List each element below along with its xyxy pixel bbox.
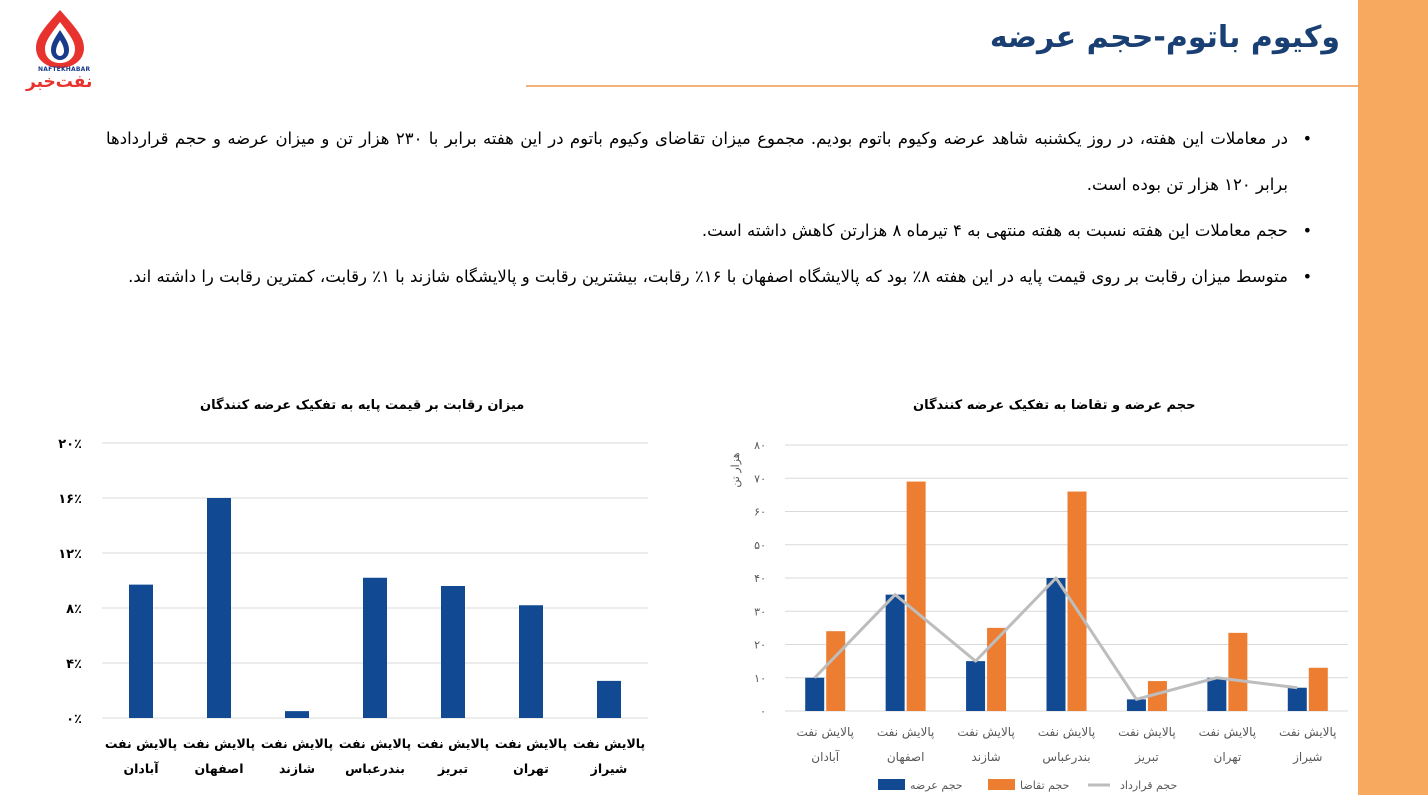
- y-tick-label: ۵۰: [754, 539, 766, 552]
- supply-bar: [1046, 578, 1066, 711]
- bullet-item: متوسط میزان رقابت بر روی قیمت پایه در ای…: [106, 254, 1316, 300]
- y-tick-label: ۸۰: [754, 439, 766, 452]
- legend-label: حجم تقاضا: [1020, 779, 1069, 792]
- demand-bar: [906, 481, 926, 711]
- demand-bar: [1147, 681, 1167, 711]
- supply-bar: [805, 677, 825, 711]
- legend-label: حجم قرارداد: [1120, 779, 1177, 792]
- contract-volume-line: [813, 576, 1298, 701]
- demand-bar: [1308, 667, 1328, 711]
- y-tick-label: ۸٪: [66, 602, 82, 617]
- x-tick-label: تهران: [513, 761, 549, 776]
- y-tick-label: ۱۲٪: [58, 547, 82, 562]
- x-tick-label: اصفهان: [887, 750, 925, 764]
- y-axis-label: هزار تن: [729, 452, 742, 487]
- legend-label: حجم عرضه: [910, 779, 963, 792]
- supply-demand-chart: ۰ ۱۰ ۲۰ ۳۰ ۴۰ ۵۰ ۶۰ ۷۰ ۸۰ هزار تن پالایش نفت آبادان…: [729, 439, 1348, 792]
- x-tick-label: اصفهان: [195, 761, 244, 776]
- x-tick-label: پالایش نفت: [796, 725, 854, 740]
- y-tick-label: ۲۰: [754, 639, 766, 652]
- competition-bar: [207, 498, 231, 718]
- x-tick-label: تبریز: [1134, 750, 1159, 765]
- y-tick-label: ۳۰: [754, 605, 766, 618]
- legend-swatch: [988, 779, 1015, 790]
- x-tick-label: پالایش نفت: [573, 736, 645, 751]
- demand-bar: [1067, 491, 1087, 711]
- accent-side-bar: [1358, 0, 1428, 795]
- x-tick-label: تهران: [1214, 750, 1242, 765]
- y-tick-label: ۲۰٪: [58, 437, 82, 452]
- competition-bar: [129, 584, 153, 718]
- logo-persian-text: نفت‌خبر: [26, 72, 93, 92]
- x-tick-label: پالایش نفت: [261, 736, 333, 751]
- logo-latin-text: NAFTEKHABAR: [38, 66, 91, 73]
- x-tick-label: پالایش نفت: [417, 736, 489, 751]
- y-tick-label: ۰٪: [66, 712, 82, 727]
- x-tick-label: شازند: [279, 761, 315, 776]
- competition-bar: [597, 680, 621, 718]
- x-tick-label: پالایش نفت: [1199, 725, 1257, 740]
- x-tick-label: بندرعباس: [345, 761, 405, 776]
- competition-bar: [363, 577, 387, 718]
- supply-bar: [1207, 677, 1227, 711]
- x-tick-label: شیراز: [1292, 750, 1322, 765]
- title-divider: [526, 85, 1358, 87]
- y-tick-label: ۷۰: [754, 472, 766, 485]
- bullet-item: در معاملات این هفته، در روز یکشنبه شاهد …: [106, 116, 1316, 208]
- demand-bar: [1228, 632, 1248, 711]
- competition-chart: ۰٪ ۴٪ ۸٪ ۱۲٪ ۱۶٪ ۲۰٪ پالایش نفت آبادان پالایش نف…: [58, 437, 648, 776]
- supply-bar: [1287, 687, 1307, 711]
- x-tick-label: شازند: [971, 750, 1000, 765]
- x-tick-label: پالایش نفت: [957, 725, 1015, 740]
- competition-bar: [285, 711, 309, 718]
- summary-bullets: در معاملات این هفته، در روز یکشنبه شاهد …: [106, 116, 1316, 300]
- legend-swatch: [878, 779, 905, 790]
- competition-bar: [519, 605, 543, 718]
- x-tick-label: شیراز: [590, 761, 628, 776]
- x-tick-label: پالایش نفت: [183, 736, 255, 751]
- x-tick-label: پالایش نفت: [1118, 725, 1176, 740]
- x-tick-label: پالایش نفت: [105, 736, 177, 751]
- y-tick-label: ۴٪: [66, 657, 82, 672]
- demand-bar: [987, 627, 1007, 711]
- y-tick-label: ۱۰: [754, 672, 766, 685]
- x-tick-label: پالایش نفت: [1279, 725, 1337, 740]
- bullet-item: حجم معاملات این هفته نسبت به هفته منتهی …: [106, 208, 1316, 254]
- x-tick-label: بندرعباس: [1042, 750, 1090, 765]
- page-title: وکیوم باتوم-حجم عرضه: [989, 20, 1340, 55]
- competition-bar: [441, 586, 465, 718]
- x-tick-label: پالایش نفت: [495, 736, 567, 751]
- x-tick-label: آبادان: [811, 749, 839, 764]
- naftekhabar-logo: NAFTEKHABAR نفت‌خبر: [24, 8, 96, 100]
- y-tick-label: ۴۰: [754, 572, 766, 585]
- y-tick-label: ۶۰: [754, 506, 766, 519]
- competition-chart-title: میزان رقابت بر قیمت پایه به تفکیک عرضه ک…: [200, 398, 525, 413]
- x-tick-label: پالایش نفت: [1038, 725, 1096, 740]
- y-tick-label: ۱۶٪: [58, 492, 82, 507]
- supply-bar: [966, 661, 986, 711]
- supply-demand-chart-title: حجم عرضه و تقاضا به تفکیک عرضه کنندگان: [913, 398, 1196, 413]
- flame-icon: [36, 10, 84, 68]
- x-tick-label: تبریز: [437, 761, 468, 776]
- demand-bar: [826, 631, 846, 711]
- x-tick-label: آبادان: [123, 761, 159, 776]
- x-tick-label: پالایش نفت: [339, 736, 411, 751]
- y-tick-label: ۰: [760, 705, 766, 718]
- supply-bar: [1126, 699, 1146, 711]
- x-tick-label: پالایش نفت: [877, 725, 935, 740]
- supply-bar: [885, 594, 905, 711]
